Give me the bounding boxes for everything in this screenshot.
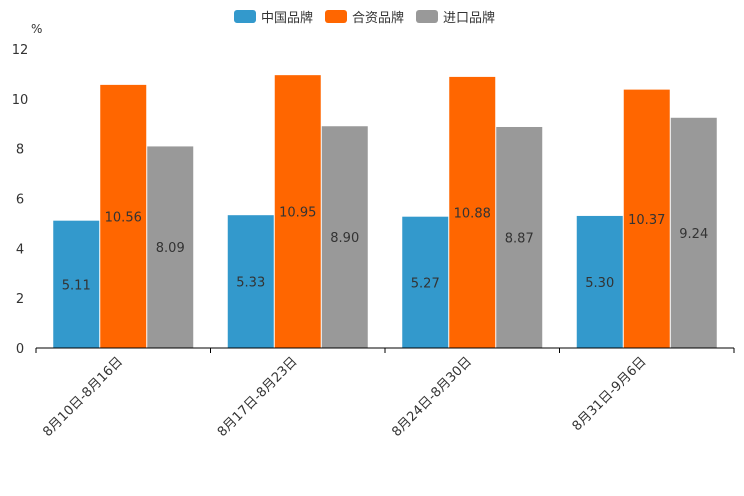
y-tick-label: 6 — [16, 193, 24, 208]
bar-value-label: 10.88 — [454, 206, 491, 221]
legend-swatch-imported-brand — [416, 10, 439, 23]
y-tick-label: 8 — [16, 143, 24, 158]
legend-label-imported-brand: 进口品牌 — [443, 11, 496, 26]
bar — [100, 84, 147, 348]
bar — [449, 76, 496, 348]
bar-value-label: 8.90 — [330, 231, 359, 246]
bar-value-label: 5.27 — [411, 276, 440, 291]
y-unit-label: % — [31, 22, 42, 36]
bar — [670, 117, 717, 349]
legend-item-joint-venture-brand[interactable]: 合资品牌 — [325, 7, 404, 26]
x-tick-label: 8月24日-8月30日 — [389, 354, 475, 440]
bar — [623, 89, 670, 348]
legend-swatch-joint-venture-brand — [325, 10, 348, 23]
legend-swatch-china-brand — [234, 10, 256, 23]
bar-value-label: 10.37 — [628, 213, 665, 228]
bar — [53, 220, 100, 348]
bar — [402, 216, 449, 348]
y-tick-label: 4 — [16, 242, 24, 257]
legend-item-imported-brand[interactable]: 进口品牌 — [416, 7, 495, 26]
y-tick-label: 0 — [16, 342, 24, 357]
y-tick-label: 2 — [16, 292, 24, 307]
y-tick-label: 10 — [12, 93, 29, 108]
bar — [274, 75, 321, 348]
x-tick-label: 8月31日-9月6日 — [570, 354, 650, 434]
legend-label-joint-venture-brand: 合资品牌 — [352, 11, 405, 26]
bar-value-label: 5.30 — [585, 276, 614, 291]
bar — [147, 146, 194, 348]
legend-label-china-brand: 中国品牌 — [261, 11, 314, 26]
bar-value-label: 10.95 — [279, 206, 316, 221]
chart-legend: 中国品牌 合资品牌 进口品牌 — [234, 7, 495, 26]
bar — [227, 215, 274, 348]
bar — [496, 126, 543, 348]
bar-value-label: 8.09 — [156, 241, 185, 256]
bar — [321, 126, 368, 348]
legend-item-china-brand[interactable]: 中国品牌 — [234, 7, 313, 26]
x-tick-label: 8月17日-8月23日 — [215, 354, 301, 440]
x-tick-label: 8月10日-8月16日 — [40, 354, 126, 440]
bar-value-label: 5.33 — [236, 276, 265, 291]
y-tick-label: 12 — [12, 43, 29, 58]
bar-value-label: 5.11 — [62, 278, 91, 293]
bar — [576, 215, 623, 348]
bar-value-label: 8.87 — [505, 231, 534, 246]
bar-value-label: 10.56 — [105, 210, 142, 225]
bar-value-label: 9.24 — [679, 227, 708, 242]
